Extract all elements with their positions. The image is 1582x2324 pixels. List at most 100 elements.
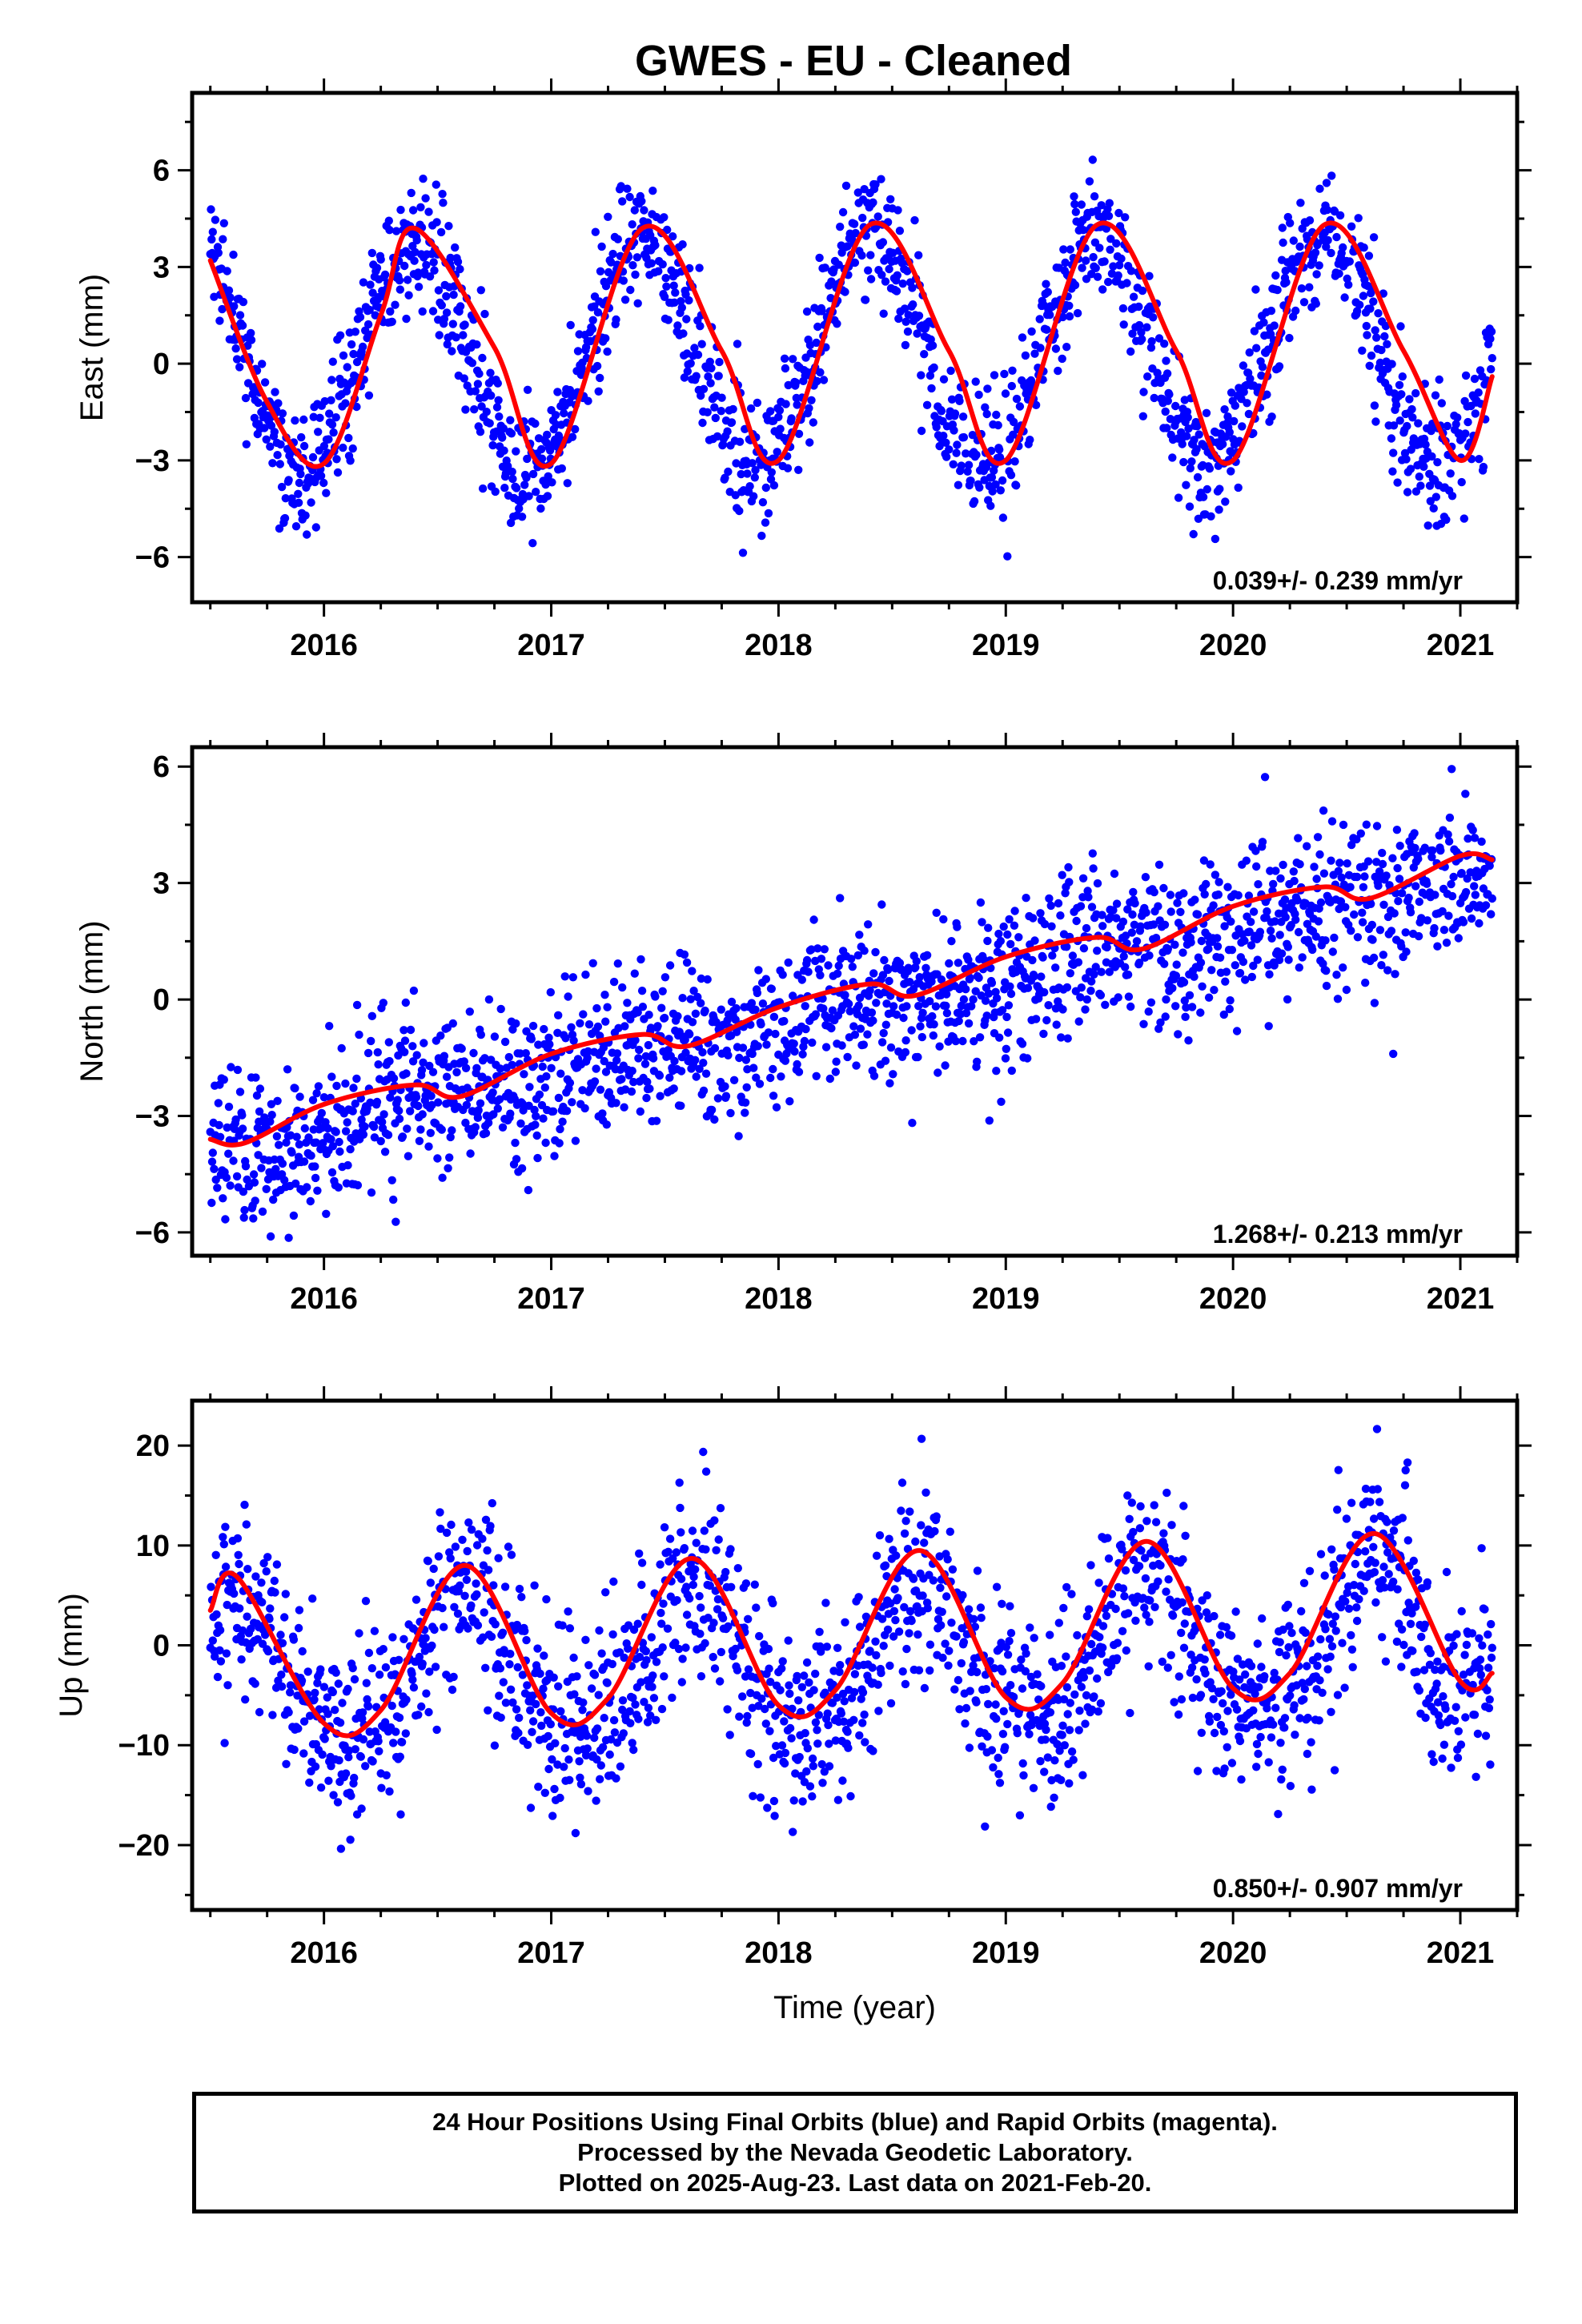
- data-point: [733, 1666, 742, 1675]
- data-point: [1225, 1004, 1235, 1014]
- data-point: [1090, 192, 1099, 201]
- data-point: [528, 469, 538, 479]
- data-point: [357, 1804, 366, 1813]
- data-point: [1247, 941, 1256, 950]
- data-point: [766, 1678, 775, 1687]
- data-point: [241, 1695, 250, 1704]
- data-point: [975, 483, 984, 492]
- data-point: [483, 1546, 492, 1555]
- data-point: [429, 258, 438, 267]
- data-point: [1058, 870, 1066, 879]
- data-point: [1249, 907, 1259, 916]
- data-point: [1139, 388, 1148, 396]
- data-point: [903, 327, 913, 336]
- data-point: [534, 1783, 543, 1791]
- data-point: [660, 1523, 669, 1532]
- data-point: [1021, 351, 1030, 360]
- data-point: [685, 1567, 693, 1576]
- data-point: [1178, 440, 1186, 448]
- data-point: [1122, 279, 1131, 287]
- data-point: [1270, 961, 1279, 970]
- data-point: [1467, 914, 1476, 923]
- data-point: [800, 1671, 809, 1680]
- data-point: [1046, 901, 1055, 911]
- data-point: [807, 945, 816, 954]
- data-point: [1312, 875, 1321, 883]
- data-point: [904, 311, 913, 320]
- data-point: [885, 264, 893, 274]
- data-point: [379, 1110, 388, 1119]
- data-point: [966, 476, 975, 485]
- data-point: [498, 1123, 508, 1132]
- data-point: [424, 1142, 433, 1151]
- data-point: [580, 1104, 589, 1113]
- data-point: [495, 1095, 504, 1104]
- data-point: [773, 448, 781, 456]
- data-point: [695, 1064, 704, 1074]
- data-point: [1219, 1010, 1229, 1019]
- data-point: [435, 331, 444, 340]
- data-point: [1033, 1670, 1042, 1679]
- data-point: [1138, 286, 1147, 296]
- data-point: [873, 1680, 882, 1689]
- data-point: [907, 1026, 916, 1035]
- data-point: [590, 1671, 600, 1679]
- data-point: [277, 1682, 287, 1691]
- data-point: [343, 1684, 352, 1694]
- data-point: [1028, 955, 1037, 965]
- data-point: [536, 504, 545, 513]
- data-point: [1091, 963, 1100, 971]
- data-point: [448, 1685, 457, 1695]
- data-point: [1321, 936, 1330, 945]
- data-point: [618, 1696, 628, 1705]
- data-point: [659, 1599, 668, 1608]
- data-point: [370, 1626, 379, 1635]
- x-tick-label: 2020: [1199, 1282, 1267, 1316]
- data-point: [316, 472, 326, 480]
- data-point: [1063, 1034, 1072, 1043]
- data-point: [625, 1707, 634, 1716]
- data-point: [460, 320, 469, 329]
- data-point: [1089, 864, 1098, 873]
- data-point: [816, 368, 825, 377]
- data-point: [1339, 243, 1347, 252]
- data-point: [515, 1713, 524, 1723]
- data-point: [970, 1614, 978, 1624]
- data-point: [889, 1606, 899, 1616]
- data-point: [894, 1627, 904, 1636]
- data-point: [352, 402, 361, 412]
- data-point: [901, 340, 910, 350]
- data-point: [1343, 859, 1351, 868]
- data-point: [544, 472, 552, 480]
- data-point: [890, 1585, 899, 1594]
- data-point: [375, 1747, 383, 1755]
- data-point: [741, 1098, 750, 1108]
- data-point: [1138, 412, 1148, 420]
- data-point: [374, 1060, 383, 1069]
- data-point: [1214, 890, 1223, 899]
- data-point: [1007, 381, 1017, 391]
- data-point: [837, 1709, 846, 1718]
- data-point: [333, 1798, 343, 1807]
- data-point: [1215, 953, 1225, 963]
- data-point: [866, 251, 875, 259]
- data-point: [327, 1072, 336, 1081]
- data-point: [783, 464, 793, 472]
- data-point: [1066, 245, 1075, 254]
- data-point: [996, 486, 1006, 495]
- data-point: [964, 460, 974, 469]
- data-point: [634, 1054, 643, 1063]
- y-tick-label: 3: [153, 251, 170, 284]
- data-point: [1003, 1028, 1013, 1037]
- data-point: [556, 1793, 564, 1803]
- data-point: [850, 1670, 860, 1679]
- data-point: [619, 276, 628, 285]
- data-point: [818, 1779, 827, 1787]
- data-point: [809, 1686, 818, 1695]
- data-point: [769, 1064, 777, 1074]
- data-point: [893, 1594, 902, 1602]
- data-point: [291, 1084, 299, 1093]
- data-point: [1109, 262, 1118, 271]
- data-point: [900, 304, 909, 313]
- data-point: [1067, 1590, 1076, 1598]
